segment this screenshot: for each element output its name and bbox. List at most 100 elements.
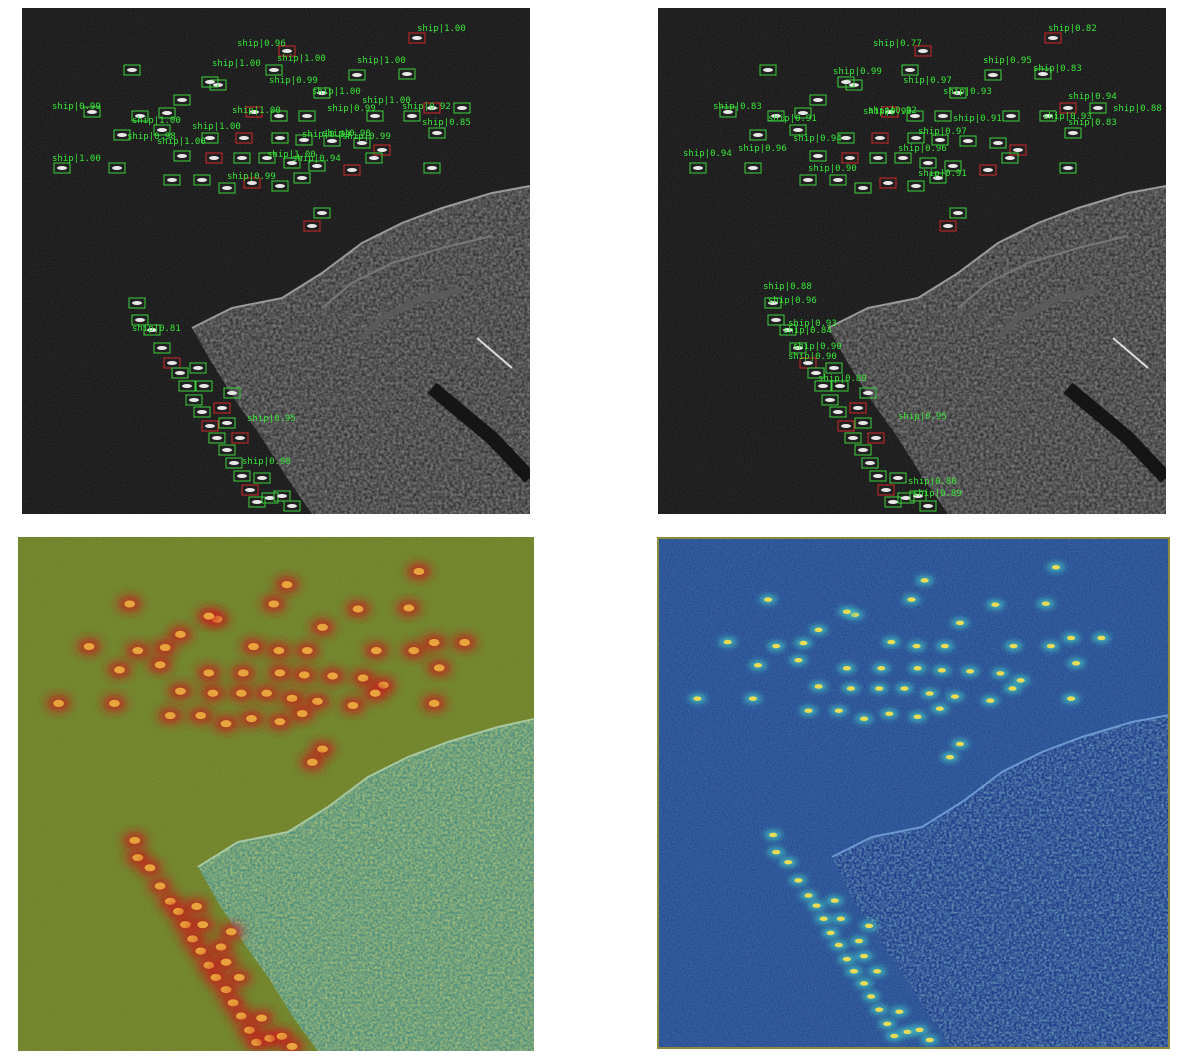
- detection-result-right-panel: ship|0.82 ship|0.77 ship|0.95 ship|0.83 ship…: [658, 8, 1166, 514]
- detection-label: ship|1.00: [132, 116, 181, 126]
- detection-box: [854, 417, 872, 429]
- missed-target-box: [243, 177, 261, 189]
- heat-blob-core: [433, 664, 445, 672]
- detection-label: ship|0.99: [269, 76, 318, 86]
- heat-blob-core: [875, 686, 884, 691]
- ship-return: [369, 156, 379, 160]
- ship-return: [911, 184, 921, 188]
- heat-blob-core: [991, 602, 1000, 607]
- ship-return: [873, 474, 883, 478]
- heat-blob-core: [172, 907, 184, 916]
- ship-return: [841, 424, 851, 428]
- ship-return: [913, 494, 923, 498]
- ship-return: [1048, 36, 1058, 40]
- detection-box: [108, 162, 126, 174]
- missed-target-box: [871, 132, 889, 144]
- detection-label: ship|0.89: [818, 374, 867, 384]
- heat-blob-core: [301, 647, 313, 655]
- detection-label: ship|0.99: [327, 104, 376, 114]
- ship-return: [803, 178, 813, 182]
- heat-blob-core: [955, 741, 965, 747]
- ship-markers: [53, 32, 471, 512]
- heat-blob-core: [860, 716, 869, 722]
- heat-blob-core: [274, 718, 286, 726]
- missed-target-box: [841, 152, 859, 164]
- detection-box: [365, 152, 383, 164]
- missed-target-box: [867, 432, 885, 444]
- detection-label: ship|0.96: [768, 296, 817, 306]
- heatmap-left-image: [18, 537, 534, 1051]
- detection-box: [323, 135, 341, 147]
- heat-blob-core: [1067, 635, 1076, 641]
- detection-box: [799, 174, 817, 186]
- missed-target-box: [303, 220, 321, 232]
- ship-return: [963, 139, 973, 143]
- heat-blob-core: [357, 674, 369, 682]
- ship-return: [848, 436, 858, 440]
- ship-return: [875, 136, 885, 140]
- ship-return: [953, 211, 963, 215]
- heat-blob-core: [227, 999, 239, 1007]
- detection-box: [821, 394, 839, 406]
- ship-return: [257, 476, 267, 480]
- ship-return: [943, 224, 953, 228]
- detection-label: ship|1.00: [267, 150, 316, 160]
- heat-blob-core: [187, 935, 198, 943]
- ship-return: [427, 166, 437, 170]
- heat-blob-core: [1016, 678, 1025, 683]
- ship-return: [132, 301, 142, 305]
- ship-return: [793, 128, 803, 132]
- detection-box: [929, 172, 947, 184]
- heat-blob-core: [764, 597, 773, 602]
- ship-return: [771, 114, 781, 118]
- ship-return: [112, 166, 122, 170]
- heat-blob-core: [945, 754, 954, 760]
- detection-label: ship|0.97: [918, 127, 967, 137]
- heat-blob-core: [842, 666, 851, 671]
- heat-blob-core: [164, 897, 176, 905]
- ship-return: [249, 110, 259, 114]
- heat-blob-core: [814, 627, 823, 633]
- detection-box: [959, 135, 977, 147]
- ship-return: [983, 168, 993, 172]
- ship-return: [167, 361, 177, 365]
- heat-blob-core: [327, 672, 339, 680]
- ship-return: [873, 156, 883, 160]
- detection-box: [789, 124, 807, 136]
- heat-blob-core: [317, 623, 328, 631]
- ship-return: [993, 141, 1003, 145]
- detection-box: [949, 87, 967, 99]
- ship-return: [911, 136, 921, 140]
- detection-box: [869, 470, 887, 482]
- detection-box: [185, 394, 203, 406]
- detection-box: [719, 106, 737, 118]
- detection-label: ship|0.99: [833, 67, 882, 77]
- ship-return: [377, 148, 387, 152]
- heat-blob-core: [281, 581, 293, 589]
- detection-label: ship|0.90: [808, 164, 857, 174]
- ship-return: [1043, 114, 1053, 118]
- heat-blob-core: [197, 921, 209, 929]
- detection-box: [906, 110, 924, 122]
- ship-return: [265, 496, 275, 500]
- heat-blob-core: [256, 1014, 267, 1022]
- missed-target-box: [849, 402, 867, 414]
- ship-return: [127, 68, 137, 72]
- ship-return: [833, 178, 843, 182]
- ship-return: [287, 504, 297, 508]
- heat-blob-core: [846, 686, 855, 691]
- detection-box: [931, 134, 949, 146]
- heat-blob-core: [860, 953, 869, 959]
- heat-blob-core: [794, 657, 803, 663]
- heat-blob-core: [237, 669, 249, 677]
- detection-box: [131, 110, 149, 122]
- detection-box: [83, 106, 101, 118]
- detection-box: [158, 107, 176, 119]
- ship-return: [205, 136, 215, 140]
- heat-blob-core: [312, 697, 323, 705]
- ship-return: [818, 384, 828, 388]
- heat-blob-core: [794, 878, 803, 883]
- heat-blob-core: [274, 669, 286, 677]
- ship-return: [1063, 106, 1073, 110]
- detection-box: [1059, 162, 1077, 174]
